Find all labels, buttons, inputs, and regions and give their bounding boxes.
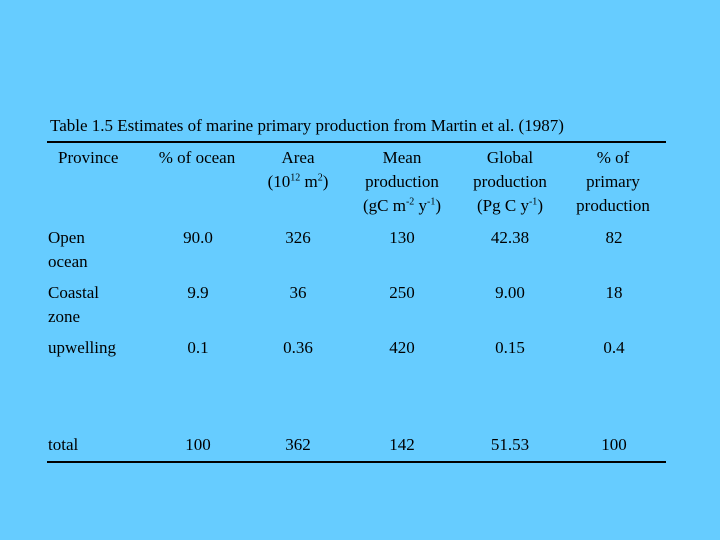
table-caption: Table 1.5 Estimates of marine primary pr… [50, 116, 564, 135]
header-area: Area (1012 m2) [267, 148, 329, 191]
table-cell-pct-primary: 0.4 [603, 338, 625, 357]
table-cell-pct-ocean: 90.0 [183, 228, 213, 247]
table-cell-global: 42.38 [490, 228, 530, 247]
table-cell-global: 51.53 [490, 435, 530, 454]
table-cell-area: 362 [285, 435, 311, 454]
table-cell-global: 0.15 [495, 338, 525, 357]
table-row-province: Coastal zone [48, 283, 99, 326]
table-bottom-rule [47, 461, 666, 463]
table-cell-mean: 250 [389, 283, 415, 302]
header-percent-of-primary-production: % of primary production [576, 148, 650, 215]
header-mean-production: Mean production (gC m-2 y-1) [362, 148, 442, 215]
table-cell-pct-ocean: 100 [185, 435, 211, 454]
header-global-production: Global production (Pg C y-1) [473, 148, 547, 215]
table-cell-pct-ocean: 0.1 [187, 338, 209, 357]
table-cell-mean: 130 [389, 228, 415, 247]
table-cell-area: 36 [289, 283, 307, 302]
table-row-province: Open ocean [48, 228, 88, 271]
table-cell-pct-primary: 100 [601, 435, 627, 454]
header-percent-of-ocean: % of ocean [158, 148, 236, 167]
table-cell-area: 0.36 [283, 338, 313, 357]
table-cell-global: 9.00 [495, 283, 525, 302]
table-cell-pct-primary: 18 [605, 283, 623, 302]
table-cell-mean: 420 [389, 338, 415, 357]
header-province: Province [58, 148, 119, 167]
table-row-province: total [48, 435, 79, 454]
table-cell-pct-ocean: 9.9 [187, 283, 209, 302]
table-cell-mean: 142 [389, 435, 415, 454]
table-row-province: upwelling [48, 338, 116, 357]
table-top-rule [47, 141, 666, 143]
table-cell-area: 326 [285, 228, 311, 247]
table-cell-pct-primary: 82 [605, 228, 623, 247]
